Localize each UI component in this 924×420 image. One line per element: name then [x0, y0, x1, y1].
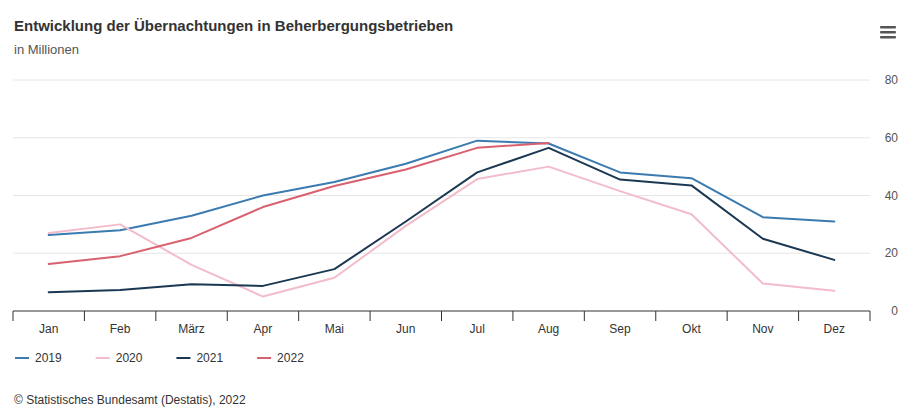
- x-tick-label: Okt: [682, 322, 701, 336]
- x-tick-label: Jun: [396, 322, 415, 336]
- x-tick-label: Dez: [824, 322, 845, 336]
- series-line: [49, 143, 549, 264]
- series-line: [49, 141, 835, 235]
- title: Entwicklung der Übernachtungen in Beherb…: [14, 17, 453, 34]
- y-tick-label: 40: [885, 189, 899, 203]
- x-tick: [370, 311, 371, 321]
- series-line: [49, 167, 835, 297]
- series-line: [49, 148, 835, 292]
- y-tick-label: 0: [891, 304, 898, 318]
- subtitle: in Millionen: [14, 42, 79, 57]
- legend-label[interactable]: 2019: [35, 351, 62, 365]
- grid-line: [13, 137, 870, 138]
- menu-bar[interactable]: [880, 26, 896, 29]
- menu-icon[interactable]: [880, 26, 896, 39]
- x-tick-label: Apr: [254, 322, 273, 336]
- y-tick-label: 20: [885, 246, 899, 260]
- x-tick: [13, 311, 14, 321]
- legend-label[interactable]: 2021: [196, 351, 223, 365]
- x-tick: [512, 311, 513, 321]
- x-tick: [441, 311, 442, 321]
- grid-line: [13, 253, 870, 254]
- x-tick: [870, 311, 871, 321]
- legend-item[interactable]: 2021: [176, 351, 223, 365]
- grid-line: [13, 80, 870, 81]
- legend-swatch[interactable]: [257, 357, 271, 359]
- y-tick-label: 60: [885, 131, 899, 145]
- x-tick-label: März: [178, 322, 205, 336]
- chart: Entwicklung der Übernachtungen in Beherb…: [0, 0, 924, 420]
- legend-swatch[interactable]: [96, 357, 110, 359]
- x-tick: [584, 311, 585, 321]
- legend-item[interactable]: 2019: [15, 351, 62, 365]
- x-tick-label: Sep: [609, 322, 631, 336]
- x-tick: [655, 311, 656, 321]
- legend-label[interactable]: 2022: [277, 351, 304, 365]
- x-tick-label: Mai: [325, 322, 344, 336]
- x-tick: [798, 311, 799, 321]
- x-tick-label: Feb: [110, 322, 131, 336]
- legend-item[interactable]: 2020: [96, 351, 143, 365]
- y-range: [870, 80, 871, 311]
- plot-area: [49, 141, 835, 297]
- x-tick-label: Jul: [470, 322, 485, 336]
- legend-item[interactable]: 2022: [257, 351, 304, 365]
- source: © Statistisches Bundesamt (Destatis), 20…: [14, 393, 246, 407]
- menu-bar[interactable]: [880, 31, 896, 34]
- x-tick: [727, 311, 728, 321]
- x-tick: [84, 311, 85, 321]
- x-tick-label: Jan: [39, 322, 58, 336]
- menu-bar[interactable]: [880, 36, 896, 39]
- x-tick-label: Aug: [538, 322, 559, 336]
- x-tick-label: Nov: [752, 322, 773, 336]
- y-tick-label: 80: [885, 73, 899, 87]
- legend-swatch[interactable]: [176, 357, 190, 359]
- legend-swatch[interactable]: [15, 357, 29, 359]
- legend-label[interactable]: 2020: [116, 351, 143, 365]
- x-tick: [227, 311, 228, 321]
- x-tick: [298, 311, 299, 321]
- x-tick: [155, 311, 156, 321]
